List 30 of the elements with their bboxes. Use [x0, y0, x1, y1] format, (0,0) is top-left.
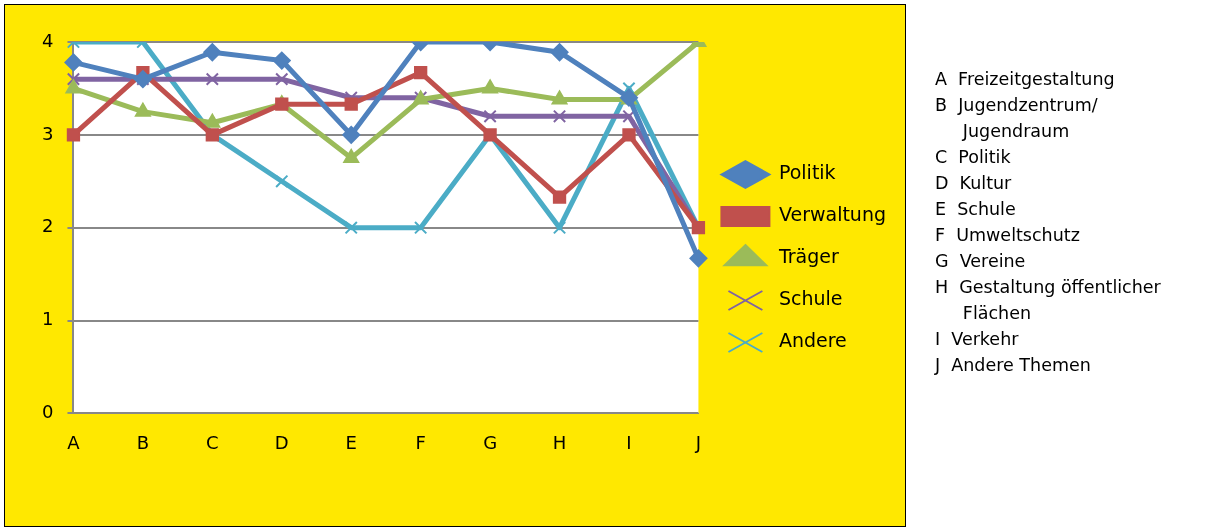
text: I Verkehr [935, 328, 1020, 351]
y-tick-label: 0 [42, 401, 54, 423]
x-tick-label: H [552, 431, 567, 453]
x-tick-label: E [345, 431, 357, 453]
text: A Freizeitgestaltung [935, 68, 1116, 91]
x-tick-label: J [694, 431, 702, 453]
y-tick-label: 1 [42, 308, 54, 330]
text: C Politik [935, 146, 1012, 169]
legend-label: Politik [778, 161, 836, 184]
text: J Andere Themen [935, 354, 1092, 377]
y-tick-label: 3 [42, 122, 54, 144]
legend-label: Schule [778, 287, 843, 310]
text: G Vereine [935, 250, 1027, 273]
x-tick-label: G [483, 431, 498, 453]
x-tick-label: F [415, 431, 426, 453]
legend-label: Verwaltung [778, 203, 887, 226]
x-tick-label: I [626, 431, 632, 453]
x-tick-label: B [136, 431, 150, 453]
legend-label: Träger [777, 245, 839, 268]
text: F Umweltschutz [935, 224, 1081, 247]
text: E Schule [935, 198, 1017, 221]
y-tick-label: 2 [42, 215, 54, 237]
x-tick-label: C [206, 431, 219, 453]
x-tick-label: D [274, 431, 289, 453]
text: B Jugendzentrum/ Jugendraum [935, 94, 1099, 143]
text: D Kultur [935, 172, 1013, 195]
y-tick-label: 4 [42, 29, 54, 51]
legend-label: Andere [778, 329, 847, 352]
x-tick-label: A [67, 431, 81, 453]
text: H Gestaltung öffentlicher Flächen [935, 276, 1161, 325]
